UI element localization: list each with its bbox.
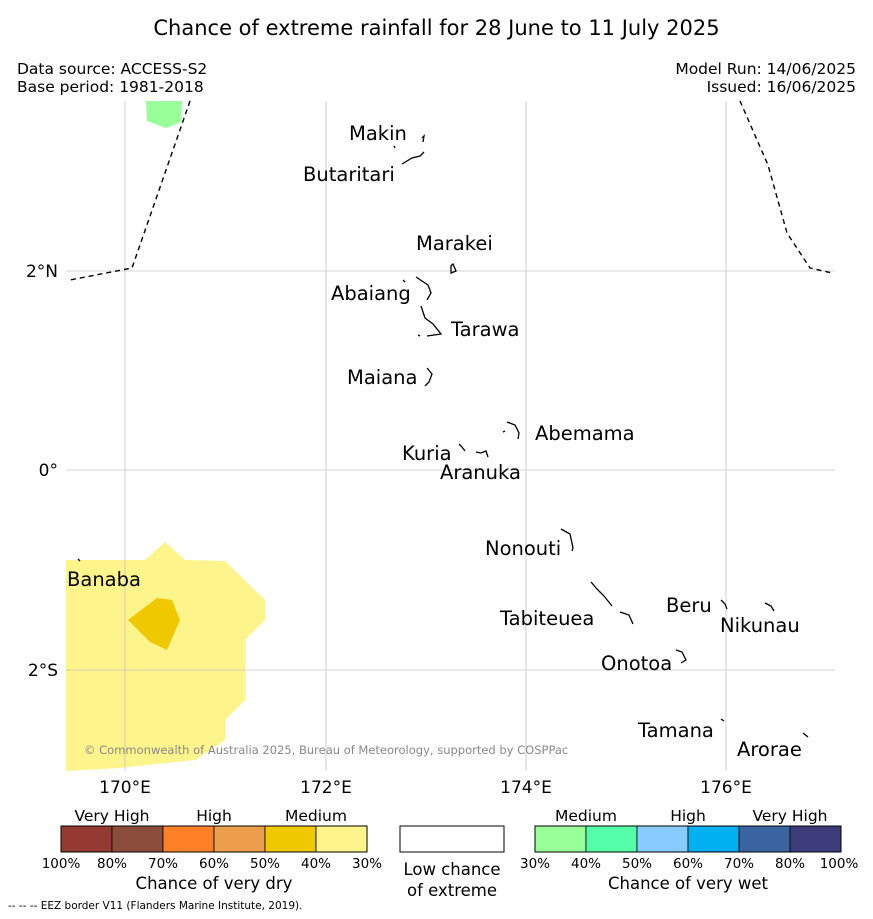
legend-wet-tick: 50% xyxy=(622,856,652,872)
legend-wet-tick: 70% xyxy=(724,856,754,872)
island-label-nonouti: Nonouti xyxy=(485,537,561,560)
island-labels: Makin Butaritari Marakei Abaiang Tarawa … xyxy=(67,122,802,761)
legend-wet-tick: 80% xyxy=(775,856,805,872)
lon-label-174e: 174°E xyxy=(500,778,552,798)
legend-dry-tick: 40% xyxy=(301,856,331,872)
legend-wet-category-high: High xyxy=(670,807,706,825)
legend-dry-swatch xyxy=(315,825,368,853)
legend-dry-swatch xyxy=(162,825,215,853)
legend-wet-tick: 30% xyxy=(520,856,550,872)
data-source: Data source: ACCESS-S2 xyxy=(17,60,208,78)
legend-neutral-swatch xyxy=(399,825,505,853)
island-label-banaba: Banaba xyxy=(67,568,141,591)
legend-dry-tick: 30% xyxy=(352,856,382,872)
legend-dry-title: Chance of very dry xyxy=(136,874,293,893)
island-label-butaritari: Butaritari xyxy=(303,163,395,186)
very-dry-medium-area xyxy=(66,542,265,771)
island-label-aranuka: Aranuka xyxy=(440,461,521,484)
legend-wet-category-very-high: Very High xyxy=(752,807,827,825)
legend-wet-swatch xyxy=(789,825,842,853)
legend-wet-tick: 40% xyxy=(571,856,601,872)
legend-wet-tick: 100% xyxy=(820,856,859,872)
lat-label-2n: 2°N xyxy=(26,262,58,282)
legend-dry-category-high: High xyxy=(196,807,232,825)
island-label-tarawa: Tarawa xyxy=(450,318,520,341)
lon-label-170e: 170°E xyxy=(99,778,151,798)
island-label-arorae: Arorae xyxy=(737,738,802,761)
lat-label-2s: 2°S xyxy=(28,661,58,681)
legend-dry-tick: 100% xyxy=(42,856,81,872)
eez-footnote: -- -- -- EEZ border V11 (Flanders Marine… xyxy=(8,900,303,912)
lat-label-0: 0° xyxy=(39,461,58,481)
legend-dry-swatch xyxy=(264,825,317,853)
very-wet-medium-area xyxy=(146,101,182,128)
legend-wet-swatch xyxy=(687,825,740,853)
legend-dry-swatch xyxy=(213,825,266,853)
legend-dry-tick: 70% xyxy=(148,856,178,872)
legend-neutral-title-line1: Low chance xyxy=(403,860,500,879)
legend-dry-tick: 80% xyxy=(97,856,127,872)
island-label-beru: Beru xyxy=(666,594,712,617)
legend-wet-swatch xyxy=(738,825,791,853)
island-outlines xyxy=(77,134,809,738)
lon-label-172e: 172°E xyxy=(300,778,352,798)
legend-wet-swatch xyxy=(585,825,638,853)
legend-wet-swatch xyxy=(534,825,587,853)
base-period: Base period: 1981-2018 xyxy=(17,78,204,96)
legend-dry-swatch xyxy=(60,825,113,853)
eez-border xyxy=(69,100,833,281)
legend-dry-tick: 50% xyxy=(250,856,280,872)
island-label-makin: Makin xyxy=(349,122,407,145)
island-label-kuria: Kuria xyxy=(402,442,452,465)
legend-wet-category-medium: Medium xyxy=(555,807,617,825)
legend-dry-category-medium: Medium xyxy=(285,807,347,825)
legend-wet-swatch xyxy=(636,825,689,853)
legend-dry-swatch xyxy=(111,825,164,853)
island-label-tabiteuea: Tabiteuea xyxy=(499,607,594,630)
island-label-nikunau: Nikunau xyxy=(720,614,800,637)
island-label-tamana: Tamana xyxy=(637,719,714,742)
island-label-maiana: Maiana xyxy=(347,366,417,389)
axis-labels: 2°N 0° 2°S 170°E 172°E 174°E 176°E xyxy=(26,262,752,798)
model-run: Model Run: 14/06/2025 xyxy=(675,60,856,78)
island-label-onotoa: Onotoa xyxy=(601,652,672,675)
legend-wet-title: Chance of very wet xyxy=(608,874,769,893)
island-label-abaiang: Abaiang xyxy=(331,282,411,305)
issued-date: Issued: 16/06/2025 xyxy=(706,78,856,96)
legend-wet: Medium High Very High 30% 40% 50% 60% 70… xyxy=(520,807,858,893)
legend-dry: Very High High Medium 100% 80% 70% 60% 5… xyxy=(42,807,382,893)
lon-label-176e: 176°E xyxy=(700,778,752,798)
very-dry-high-area xyxy=(128,598,180,650)
legend-dry-tick: 60% xyxy=(199,856,229,872)
copyright-notice: © Commonwealth of Australia 2025, Bureau… xyxy=(84,743,568,757)
legend-neutral: Low chance of extreme xyxy=(399,825,505,900)
legend-neutral-title-line2: of extreme xyxy=(407,881,497,900)
island-label-marakei: Marakei xyxy=(416,232,493,255)
legend-dry-category-very-high: Very High xyxy=(74,807,149,825)
island-label-abemama: Abemama xyxy=(535,422,635,445)
legend-wet-tick: 60% xyxy=(673,856,703,872)
map-title: Chance of extreme rainfall for 28 June t… xyxy=(153,16,720,40)
